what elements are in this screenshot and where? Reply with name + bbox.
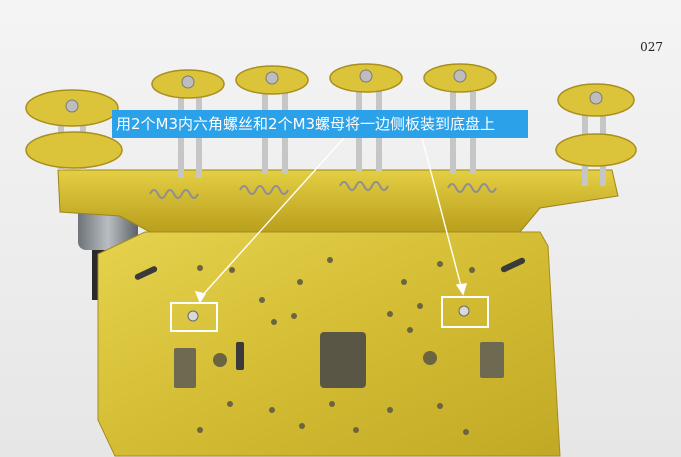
instruction-caption: 用2个M3内六角螺丝和2个M3螺母将一边侧板装到底盘上	[112, 110, 528, 138]
highlight-box-left	[170, 302, 218, 332]
highlight-box-right	[441, 296, 489, 328]
side-plate	[57, 169, 619, 233]
screws	[187, 305, 470, 322]
plate-holes	[197, 257, 475, 435]
springs	[149, 181, 497, 199]
pointer-lines	[194, 137, 467, 304]
gear-hubs	[65, 69, 603, 113]
page-number: 027	[640, 40, 663, 54]
plate-slots	[134, 257, 526, 388]
